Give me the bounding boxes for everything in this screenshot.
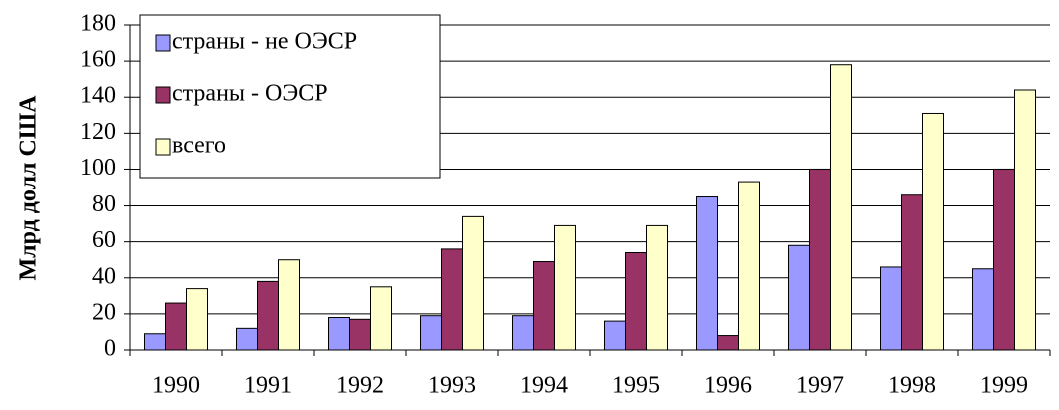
bar [462,215,484,351]
x-tick-label: 1991 [244,373,292,399]
y-tick-label: 120 [80,119,116,145]
bar [533,261,555,351]
bar [1014,89,1036,351]
x-tick-label: 1998 [888,373,936,399]
x-tick-label: 1997 [796,373,844,399]
bar [144,333,166,351]
legend-swatch [155,86,171,104]
bar [554,224,576,351]
bar [738,181,760,351]
bar [328,317,350,351]
bar [370,286,392,351]
y-axis-label: Млрд долл США [16,95,42,281]
legend-label: всего [172,133,226,159]
bar [441,248,463,351]
y-tick-label: 160 [80,47,116,73]
bar [830,64,852,351]
y-tick-label: 40 [92,263,116,289]
bar [236,327,258,351]
bar [993,168,1015,351]
bar [278,259,300,351]
legend-label: страны - не ОЭСР [172,29,357,55]
x-tick-label: 1996 [704,373,752,399]
y-tick-label: 100 [80,155,116,181]
x-tick-label: 1994 [520,373,568,399]
bar [186,288,208,351]
legend-label: страны - ОЭСР [172,81,328,107]
bar [512,315,534,351]
bar [604,320,626,351]
bar [717,335,739,351]
x-tick-label: 1992 [336,373,384,399]
y-tick-label: 140 [80,83,116,109]
y-tick-label: 180 [80,11,116,37]
x-tick-label: 1993 [428,373,476,399]
bar [625,252,647,351]
y-tick-label: 80 [92,191,116,217]
bar [696,196,718,351]
bar [788,244,810,351]
bar [257,280,279,351]
bar [880,266,902,351]
x-tick-label: 1999 [980,373,1028,399]
bar [420,315,442,351]
bar [646,224,668,351]
legend-swatch [155,34,171,52]
y-tick-label: 20 [92,299,116,325]
x-tick-label: 1995 [612,373,660,399]
legend-swatch [155,138,171,156]
x-tick-label: 1990 [152,373,200,399]
bar [349,318,371,351]
bar [165,302,187,351]
bar [901,194,923,351]
y-tick-label: 0 [104,336,116,362]
y-tick-label: 60 [92,227,116,253]
bar [922,112,944,351]
bar [972,268,994,351]
legend-box [139,14,441,179]
bar [809,168,831,351]
